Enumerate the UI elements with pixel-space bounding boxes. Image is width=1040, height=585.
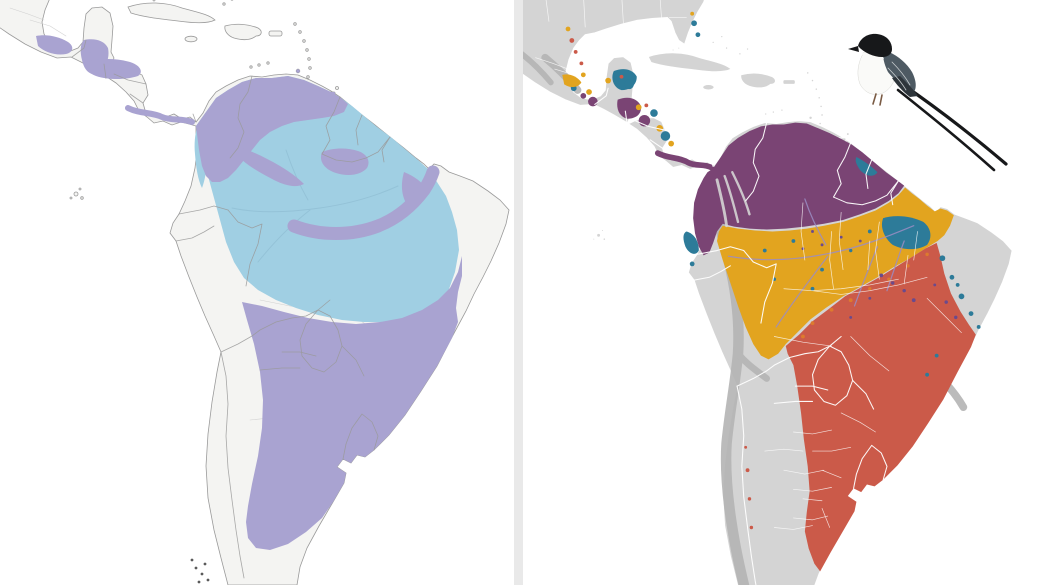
left-resident-bands [125,105,440,240]
right-purple-speckles [801,230,958,320]
fork-tailed-flycatcher-illustration [848,33,1008,172]
bird-throat [862,52,884,64]
right-yearround-bands [654,150,715,171]
right-yearround-area [693,122,905,256]
right-river-lines [727,198,915,328]
bird-beak [848,46,859,52]
right-centam-teal [570,69,671,141]
right-orange-speckles [801,252,929,339]
left-resident-areas [36,35,462,550]
right-breeding-area [785,242,976,572]
right-nonbreeding-patches [683,20,981,377]
range-map-panel [0,0,514,585]
bird-legs [872,93,883,106]
bird-wingtip [892,76,918,97]
abundance-map-panel [523,0,1040,585]
panel-divider [514,0,523,585]
right-centam-yellow [562,11,695,147]
left-river-lines [231,149,399,263]
bird-head [858,33,892,57]
right-us-coast-speckles [569,38,754,530]
bird-feather-edges [887,61,911,91]
left-fjord-speckles [190,558,210,584]
right-andes-gaps [715,171,751,228]
